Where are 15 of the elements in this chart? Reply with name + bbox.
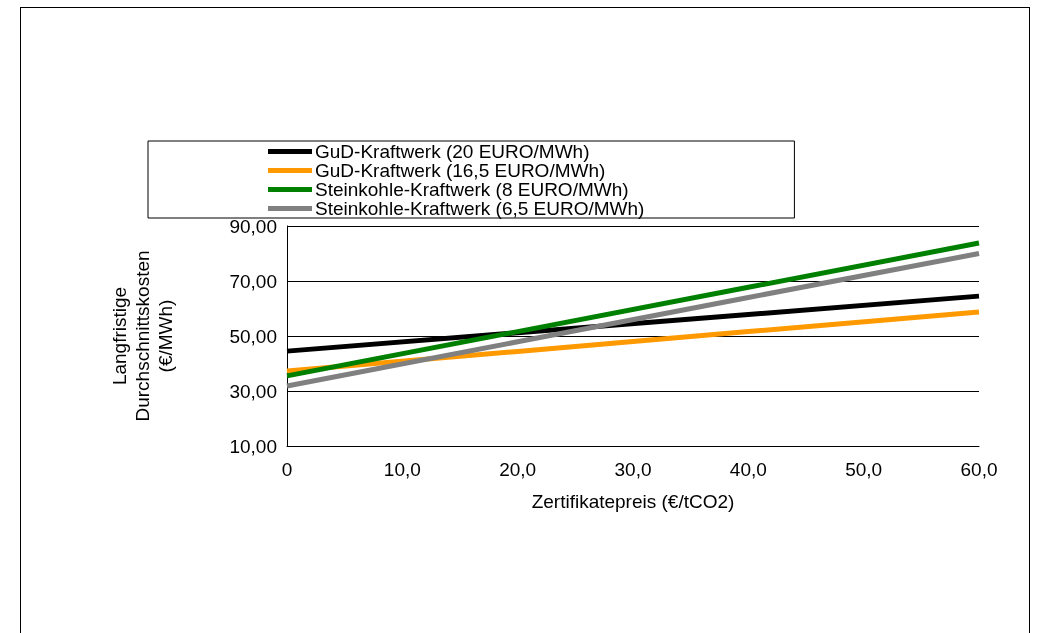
y-tick-label: 30,00 [229, 380, 277, 402]
x-tick-label: 10,0 [383, 459, 421, 480]
y-tick-label: 70,00 [229, 270, 277, 292]
legend-label: GuD-Kraftwerk (20 EURO/MWh) [315, 141, 590, 162]
x-tick-label: 0 [281, 459, 293, 480]
y-tick-label: 90,00 [229, 215, 277, 237]
x-tick-label: 40,0 [729, 459, 767, 480]
x-tick-label: 50,0 [845, 459, 883, 480]
y-tick-label: 50,00 [229, 325, 277, 347]
x-tick-label: 20,0 [499, 459, 537, 480]
x-axis-title: Zertifikatepreis (€/tCO2) [531, 491, 735, 512]
x-tick-label: 30,0 [614, 459, 652, 480]
y-tick-label: 10,00 [229, 435, 277, 457]
x-tick-label: 60,0 [960, 459, 998, 480]
y-axis-title: Langfristige Durchschnittskosten (€/MWh) [109, 250, 176, 422]
